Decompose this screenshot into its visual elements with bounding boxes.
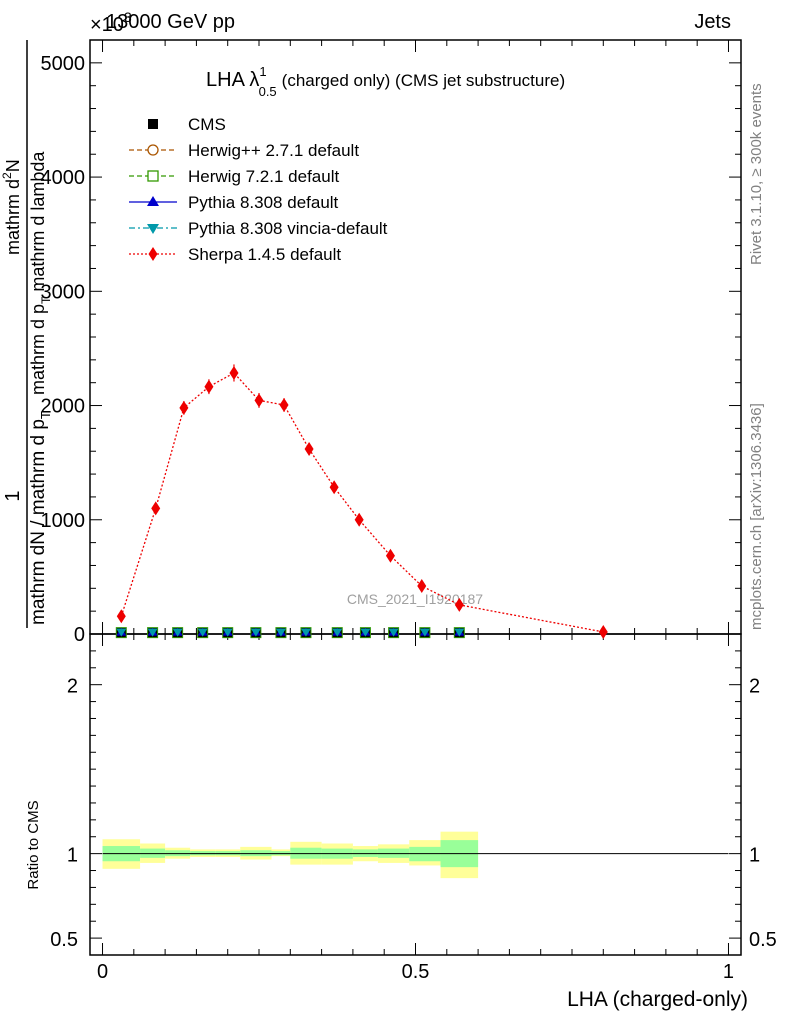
pythia-vincia-point [300, 628, 311, 637]
legend-label: Herwig 7.2.1 default [188, 167, 339, 186]
ratio-axes: 0.5 0.5 1 1 2 2 0 0.5 1 [50, 633, 777, 983]
y-label-numerator: 1 [2, 490, 24, 501]
y-label-second-numerator: mathrm d2N [0, 159, 23, 255]
legend-marker [148, 247, 158, 261]
ratio-y-tick-label-right: 1 [749, 845, 760, 867]
legend-marker [147, 144, 159, 156]
sherpa-point [354, 512, 364, 527]
sherpa-point [116, 609, 126, 624]
sherpa-point [417, 579, 427, 594]
legend-label: Herwig++ 2.7.1 default [188, 141, 359, 160]
sherpa-point [179, 400, 189, 415]
beam-label: 13000 GeV pp [106, 11, 235, 33]
pythia-vincia-point [222, 628, 233, 637]
sherpa-point [204, 379, 214, 394]
pythia-vincia-point [360, 628, 371, 637]
main-y-tick-label: 3000 [41, 281, 86, 303]
legend-marker [147, 224, 159, 234]
x-tick-label: 0 [97, 961, 108, 983]
y-label-denominator: mathrm dN / mathrm d pT [28, 411, 53, 625]
main-series [115, 364, 608, 639]
main-y-tick-label: 4000 [41, 167, 86, 189]
pythia-vincia-point [419, 628, 430, 637]
sherpa-point [454, 597, 464, 612]
sherpa-point [598, 624, 608, 639]
pythia-vincia-point [275, 628, 286, 637]
ratio-y-tick-label-right: 2 [749, 676, 760, 698]
legend-label: Pythia 8.308 default [188, 193, 339, 212]
legend-label: Pythia 8.308 vincia-default [188, 219, 388, 238]
ratio-y-tick-label: 2 [67, 676, 78, 698]
main-axes: 0 1000 2000 3000 4000 5000 [41, 39, 742, 646]
pythia-vincia-point [197, 628, 208, 637]
legend-label: CMS [188, 115, 226, 134]
y-label-second-denominator: mathrm d pT mathrm d lambda [28, 151, 53, 395]
pythia-vincia-point [116, 628, 127, 637]
sherpa-point [229, 365, 239, 380]
ratio-y-label: Ratio to CMS [25, 800, 42, 889]
sherpa-point [279, 397, 289, 412]
ratio-y-tick-label: 1 [67, 845, 78, 867]
y-axis-label: 1 mathrm dN / mathrm d pT mathrm d2N mat… [0, 40, 53, 628]
sherpa-point [329, 480, 339, 495]
mcplots-label: mcplots.cern.ch [arXiv:1306.3436] [748, 403, 765, 630]
legend-marker [147, 196, 159, 206]
x-tick-label: 0.5 [402, 961, 430, 983]
legend-marker [148, 119, 158, 129]
legend: CMS Herwig++ 2.7.1 default Herwig 7.2.1 de… [129, 115, 388, 264]
process-label: Jets [694, 11, 731, 33]
ratio-frame [89, 633, 742, 956]
pythia-vincia-point [388, 628, 399, 637]
sherpa-point [151, 501, 161, 516]
rivet-label: Rivet 3.1.10, ≥ 300k events [748, 83, 765, 265]
main-y-tick-label: 0 [74, 624, 85, 646]
analysis-watermark: CMS_2021_I1920187 [347, 591, 483, 607]
x-axis-label: LHA (charged-only) [567, 988, 748, 1011]
plot-title: LHA λ1 0.5(charged only) (CMS jet substru… [206, 64, 565, 99]
legend-marker [147, 170, 159, 182]
main-y-tick-label: 2000 [41, 396, 86, 418]
pythia-vincia-point [454, 628, 465, 637]
pythia-vincia-point [250, 628, 261, 637]
y-exponent-label: ×103 [90, 9, 132, 36]
sherpa-point [304, 441, 314, 456]
sherpa-point [254, 393, 264, 408]
pythia-vincia-point [172, 628, 183, 637]
pythia-vincia-point [147, 628, 158, 637]
sherpa-point [385, 548, 395, 563]
main-y-tick-label: 5000 [41, 53, 86, 75]
legend-label: Sherpa 1.4.5 default [188, 245, 341, 264]
ratio-y-tick-label-right: 0.5 [749, 929, 777, 951]
ratio-y-tick-label: 0.5 [50, 929, 78, 951]
x-tick-label: 1 [723, 961, 734, 983]
ratio-uncertainty-bands [102, 831, 479, 879]
main-y-tick-label: 1000 [41, 510, 86, 532]
pythia-vincia-point [332, 628, 343, 637]
